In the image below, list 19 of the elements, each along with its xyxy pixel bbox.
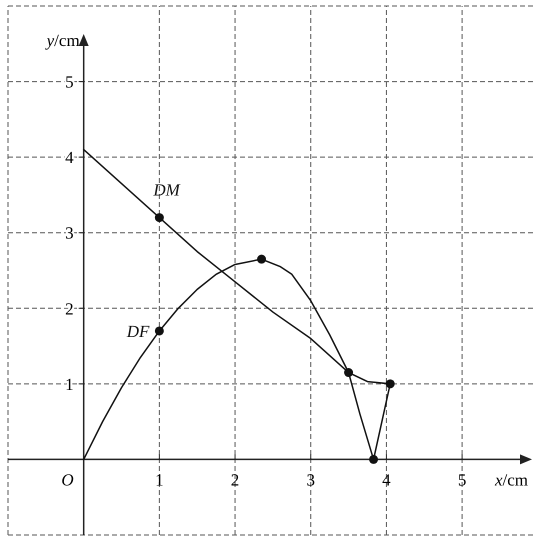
x-tick-label: 1 [155,470,164,490]
series-label: DF [126,322,150,341]
point [369,454,378,464]
y-tick-label: 3 [65,224,74,243]
point [344,368,354,378]
point [257,254,266,264]
point [154,326,164,336]
x-tick-label: 5 [458,470,466,490]
series-label: DM [152,180,181,200]
y-tick-label: 5 [65,72,74,92]
point [386,379,395,388]
x-tick-label: 3 [306,470,315,490]
y-axis-title: y/cm [44,31,80,50]
point [154,213,164,222]
x-tick-label: 4 [382,470,392,490]
annotation: O [61,470,74,490]
y-tick-label: 1 [65,374,74,394]
x-tick-label: 2 [230,470,240,490]
x-axis-title: x/cm [494,470,528,490]
